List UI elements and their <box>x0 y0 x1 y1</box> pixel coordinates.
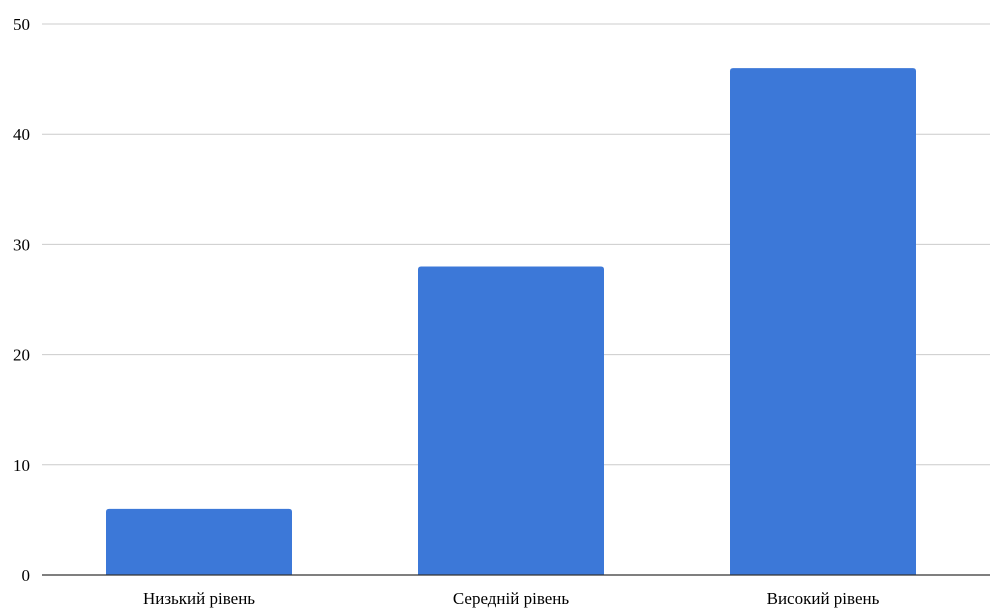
bar <box>730 68 916 575</box>
y-tick-label: 40 <box>13 125 30 144</box>
x-category-label: Середній рівень <box>453 589 570 608</box>
x-category-label: Високий рівень <box>767 589 880 608</box>
bar <box>106 508 292 575</box>
y-tick-label: 0 <box>22 566 31 585</box>
bars <box>106 68 916 575</box>
bar <box>418 266 604 575</box>
x-category-label: Низький рівень <box>143 589 255 608</box>
y-tick-label: 30 <box>13 235 30 254</box>
y-tick-label: 10 <box>13 456 30 475</box>
labels: 0 10 20 30 40 50 Низький рівень Середній рівень… <box>13 15 880 608</box>
y-tick-label: 50 <box>13 15 30 34</box>
y-tick-label: 20 <box>13 346 30 365</box>
